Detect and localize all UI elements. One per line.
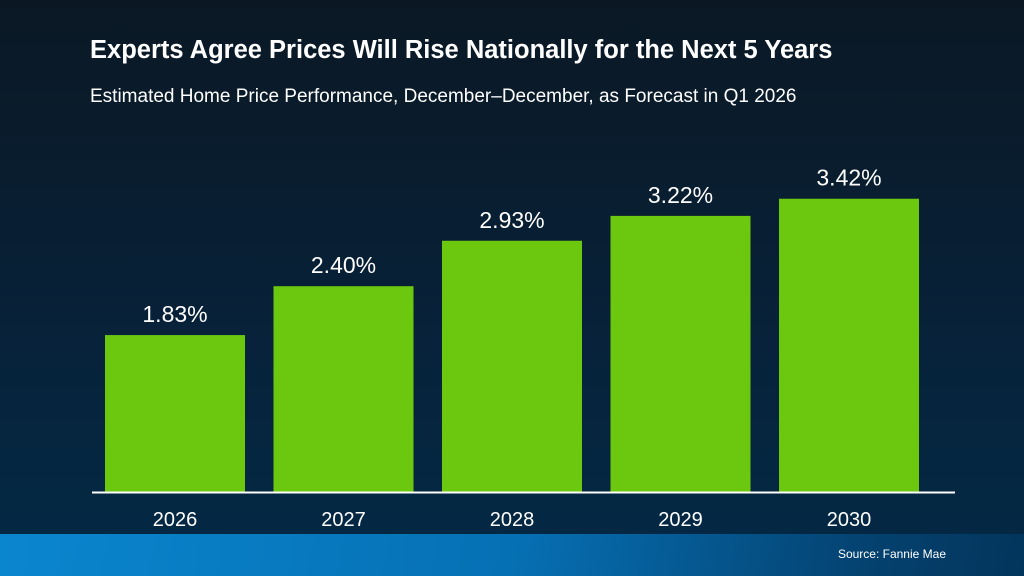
x-tick-label: 2029 (658, 509, 703, 531)
x-tick-label: 2026 (153, 509, 198, 531)
data-label: 2.93% (479, 207, 544, 233)
x-tick-label: 2028 (490, 509, 535, 531)
bar-2030 (779, 198, 919, 493)
chart-title: Experts Agree Prices Will Rise Nationall… (90, 36, 833, 64)
data-label: 3.22% (648, 182, 713, 208)
bar-2029 (610, 215, 751, 492)
bar-2026 (105, 335, 245, 492)
chart-subtitle: Estimated Home Price Performance, Decemb… (90, 86, 797, 107)
x-tick-label: 2027 (321, 509, 366, 531)
x-tick-label: 2030 (827, 509, 872, 531)
data-label: 1.83% (142, 301, 207, 327)
data-label: 3.42% (816, 165, 881, 191)
source-note: Source: Fannie Mae (837, 547, 946, 561)
footer-band: Source: Fannie Mae (0, 534, 1024, 576)
data-label: 2.40% (311, 252, 376, 278)
bar-2028 (442, 240, 582, 492)
bar-2027 (273, 286, 414, 492)
bar-chart: 1.83% 2026 2.40% 2027 2.93% 2028 3.22% 2029 3.42… (105, 165, 919, 531)
